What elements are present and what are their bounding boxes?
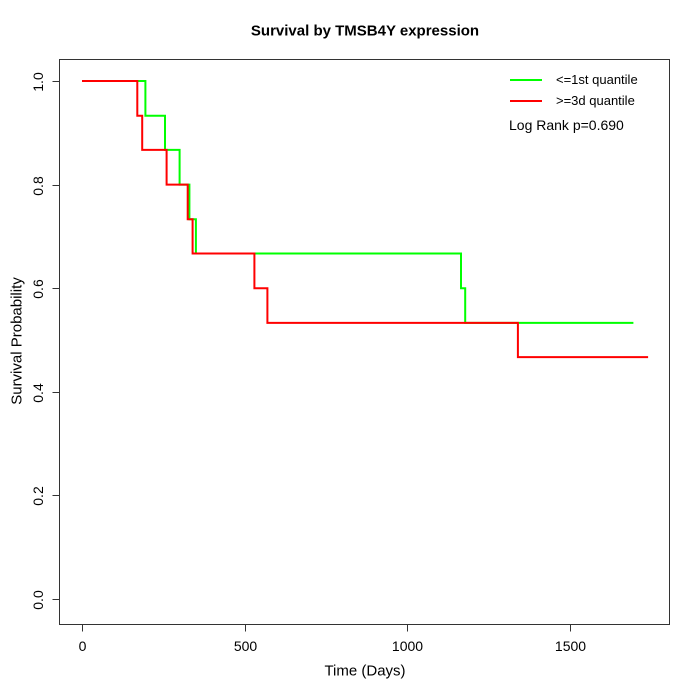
x-tick-label: 500	[233, 638, 258, 654]
x-tick-label: 0	[78, 638, 87, 654]
axis-ticks	[52, 81, 571, 632]
survival-curve-red	[82, 80, 649, 359]
y-tick-label: 0.6	[30, 278, 46, 299]
legend-label-first-quantile: <=1st quantile	[556, 72, 638, 87]
y-axis-title: Survival Probability	[8, 277, 26, 405]
y-tick-label: 0.2	[30, 485, 46, 506]
x-tick-label: 1000	[391, 638, 424, 654]
survival-curve-green	[82, 80, 634, 324]
plot-box	[59, 59, 670, 625]
y-tick-label: 0.4	[30, 382, 46, 403]
legend: <=1st quantile >=3d quantile	[510, 69, 638, 111]
legend-line-sample-green	[510, 78, 542, 81]
y-tick-label: 0.8	[30, 175, 46, 196]
survival-curves	[82, 80, 649, 359]
x-tick-label: 1500	[554, 638, 587, 654]
log-rank-annotation: Log Rank p=0.690	[509, 117, 624, 133]
y-tick-label: 0.0	[30, 589, 46, 610]
legend-item-third-quantile: >=3d quantile	[510, 90, 638, 111]
legend-item-first-quantile: <=1st quantile	[510, 69, 638, 90]
x-axis-title: Time (Days)	[324, 662, 406, 680]
legend-label-third-quantile: >=3d quantile	[556, 93, 635, 108]
y-tick-label: 1.0	[30, 71, 46, 92]
legend-line-sample-red	[510, 99, 542, 102]
chart-title: Survival by TMSB4Y expression	[250, 22, 480, 40]
